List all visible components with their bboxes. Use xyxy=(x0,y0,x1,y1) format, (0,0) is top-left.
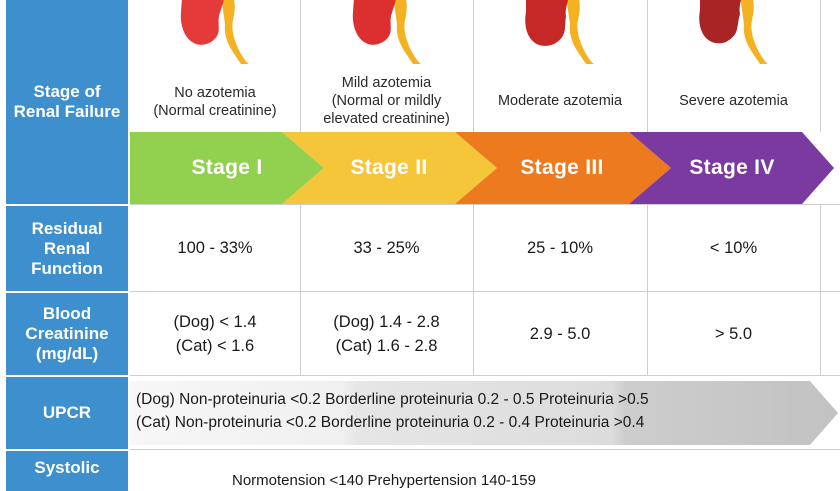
row-header-upcr: UPCR xyxy=(6,377,128,449)
stage-description: Severe azotemia xyxy=(679,93,788,109)
stage-description: No azotemia (Normal creatinine) xyxy=(153,85,277,119)
stage-description: Moderate azotemia xyxy=(497,93,623,109)
stage-column-4: Severe azotemia xyxy=(647,0,820,132)
grid-line xyxy=(130,375,840,376)
grid-line xyxy=(130,204,840,205)
kidney-icon xyxy=(352,0,421,64)
stage-column-3: Moderate azotemia xyxy=(473,0,647,132)
stage-arrow-banner xyxy=(130,132,834,204)
residual-stage-2: 33 - 25% xyxy=(353,239,420,257)
creatinine-stage-1: (Dog) < 1.4 (Cat) < 1.6 xyxy=(173,312,257,355)
row-header-residual-renal-function: Residual Renal Function xyxy=(6,206,128,291)
stage-4-label: Stage IV xyxy=(689,156,775,179)
grid-line xyxy=(820,0,821,132)
grid-line xyxy=(300,0,301,132)
stage-column-2: Mild azotemia (Normal or mildly elevated… xyxy=(300,0,473,132)
stage-1-arrow xyxy=(130,132,324,204)
stage-2-arrow xyxy=(282,132,497,204)
upcr-gradient-arrow xyxy=(130,381,838,445)
grid-line xyxy=(130,291,840,292)
grid-line xyxy=(300,204,301,375)
row-header-blood-creatinine: Blood Creatinine (mg/dL) xyxy=(6,293,128,375)
creatinine-stage-3: 2.9 - 5.0 xyxy=(529,324,591,343)
damaged-kidney-icon xyxy=(525,0,594,64)
systolic-values-partial: Normotension <140 Prehypertension 140-15… xyxy=(232,472,536,489)
healthy-kidney-icon xyxy=(180,0,249,64)
stage-3-arrow xyxy=(455,132,671,204)
creatinine-stage-4: > 5.0 xyxy=(714,324,753,343)
grid-line xyxy=(647,0,648,132)
stage-3-label: Stage III xyxy=(520,156,604,179)
creatinine-stage-2: (Dog) 1.4 - 2.8 (Cat) 1.6 - 2.8 xyxy=(333,312,440,355)
severely-damaged-kidney-icon xyxy=(698,0,768,64)
upcr-dog-values: (Dog) Non-proteinuria <0.2 Borderline pr… xyxy=(136,391,649,408)
grid-line xyxy=(647,204,648,375)
residual-stage-3: 25 - 10% xyxy=(526,239,594,257)
renal-failure-stage-table: Stage of Renal Failure Residual Renal Fu… xyxy=(6,0,840,491)
stage-description: Mild azotemia (Normal or mildly elevated… xyxy=(323,75,450,127)
stage-4-arrow xyxy=(629,132,834,204)
grid-line xyxy=(820,204,821,375)
row-header-systolic: Systolic xyxy=(6,451,128,491)
stage-1-label: Stage I xyxy=(191,156,263,179)
stage-column-1: No azotemia (Normal creatinine) xyxy=(130,0,300,132)
stage-2-label: Stage II xyxy=(350,156,428,179)
row-header-stage: Stage of Renal Failure xyxy=(6,0,128,204)
grid-line xyxy=(130,449,840,450)
grid-line xyxy=(473,0,474,132)
residual-stage-1: 100 - 33% xyxy=(177,239,253,257)
residual-stage-4: < 10% xyxy=(709,239,758,257)
grid-line xyxy=(473,204,474,375)
upcr-cat-values: (Cat) Non-proteinuria <0.2 Borderline pr… xyxy=(136,414,645,431)
